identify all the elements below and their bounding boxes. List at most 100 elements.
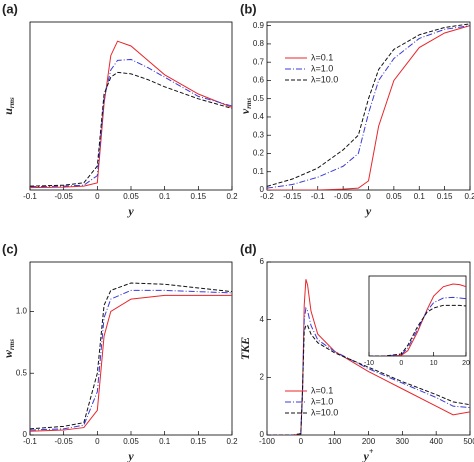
series-line — [30, 58, 232, 188]
y-axis-label-sub: rms — [8, 339, 16, 350]
x-axis-label: y — [126, 204, 134, 218]
x-tick-label: 100 — [328, 437, 342, 446]
x-tick-label: 0 — [299, 437, 304, 446]
y-axis-label-sub: rms — [8, 97, 16, 108]
x-tick-label: -0.2 — [260, 192, 274, 201]
y-tick-label: 0.1 — [253, 167, 265, 176]
panel-label: (b) — [240, 1, 257, 16]
series-line — [369, 304, 466, 356]
y-tick-label: 0.5 — [253, 94, 265, 103]
x-tick-label: 400 — [429, 437, 443, 446]
series-line — [267, 25, 470, 189]
x-tick-label: 500 — [463, 437, 474, 446]
x-tick-label: -10 — [364, 360, 374, 367]
y-axis-label-main: w — [1, 349, 15, 358]
y-axis-label-main: u — [1, 108, 15, 115]
y-axis-label: TKE — [238, 337, 252, 360]
legend-label: λ=10.0 — [311, 74, 338, 84]
x-tick-label: 0.05 — [123, 437, 139, 446]
y-axis-label-sub: rms — [245, 98, 253, 109]
x-tick-label: 0 — [95, 437, 100, 446]
x-tick-label: 0.1 — [414, 192, 426, 201]
x-axis-label-main: y — [364, 204, 372, 218]
panel: -0.2 -0.15 -0.1 -0.05 0 0.05 0.1 0.15 0.2 0 0.1 0.2… — [238, 1, 474, 217]
x-tick-label: 10 — [430, 360, 438, 367]
y-tick-label: 0.3 — [253, 130, 265, 139]
y-tick-label: 0.7 — [253, 57, 265, 66]
plot-frame — [368, 275, 467, 357]
x-tick-label: 0.1 — [159, 437, 171, 446]
legend-label: λ=10.0 — [311, 407, 338, 417]
y-tick-label: 0 — [260, 185, 265, 194]
panel: -0.1 -0.05 0 0.05 0.1 0.15 0.2 0 0.5 1.0 (c) y wrms — [1, 241, 238, 462]
y-tick-label: 4 — [260, 315, 265, 324]
x-tick-label: 300 — [396, 437, 410, 446]
x-tick-label: -0.05 — [55, 437, 74, 446]
x-axis-label-main: y — [126, 204, 134, 218]
x-tick-label: 0.05 — [386, 192, 402, 201]
legend-label: λ=0.1 — [311, 385, 333, 395]
series-line — [267, 25, 470, 190]
y-axis-label: urms — [1, 97, 16, 115]
x-tick-label: 20 — [462, 360, 470, 367]
x-axis-label-main: y — [362, 449, 370, 462]
series-line — [30, 294, 232, 432]
x-tick-label: -100 — [259, 437, 276, 446]
x-tick-label: -0.1 — [311, 192, 325, 201]
y-tick-label: 0.2 — [253, 149, 265, 158]
x-axis-label: y — [364, 204, 372, 218]
y-tick-label: 0 — [260, 430, 265, 439]
y-axis-label: wrms — [1, 339, 16, 358]
x-tick-label: 0.05 — [123, 192, 139, 201]
series-line — [267, 23, 470, 187]
x-tick-label: 0.2 — [464, 192, 474, 201]
y-tick-label: 1.0 — [16, 307, 28, 316]
panel-label: (a) — [2, 1, 18, 16]
x-tick-label: -0.05 — [55, 192, 74, 201]
y-axis-label: vrms — [238, 98, 253, 114]
x-tick-label: 0.2 — [226, 192, 238, 201]
plot-frame — [266, 21, 471, 191]
panel: -0.1 -0.05 0 0.05 0.1 0.15 0.2 (a) y urms — [1, 1, 238, 217]
y-tick-label: 0 — [23, 430, 28, 439]
series-line — [30, 282, 232, 430]
x-tick-label: 0.1 — [159, 192, 171, 201]
x-tick-label: -0.1 — [23, 437, 37, 446]
x-axis-label: y — [126, 449, 134, 462]
x-axis-label-sup: + — [369, 447, 374, 456]
y-tick-label: 0.8 — [253, 39, 265, 48]
x-tick-label: 0.15 — [191, 192, 207, 201]
legend-label: λ=1.0 — [311, 63, 333, 73]
x-axis-label: y+ — [362, 447, 374, 462]
x-tick-label: -0.1 — [23, 192, 37, 201]
y-tick-label: 0.4 — [253, 112, 265, 121]
y-tick-label: 2 — [260, 372, 265, 381]
x-tick-label: -0.05 — [334, 192, 353, 201]
y-tick-label: 6 — [260, 257, 265, 266]
y-axis-label-main: TKE — [238, 337, 252, 360]
x-tick-label: 0.2 — [226, 437, 238, 446]
series-line — [267, 324, 470, 435]
x-tick-label: -0.15 — [283, 192, 302, 201]
x-tick-label: 0 — [399, 360, 403, 367]
y-tick-label: 0.9 — [253, 21, 265, 30]
series-line — [30, 71, 232, 187]
legend-label: λ=1.0 — [311, 396, 333, 406]
series-line — [30, 40, 232, 189]
series-line — [267, 306, 470, 435]
y-axis-label-main: v — [238, 108, 252, 114]
legend-label: λ=0.1 — [311, 52, 333, 62]
x-axis-label-main: y — [126, 449, 134, 462]
x-tick-label: 200 — [362, 437, 376, 446]
y-tick-label: 0.5 — [16, 368, 28, 377]
plot-frame — [29, 21, 233, 191]
x-tick-label: 0 — [95, 192, 100, 201]
series-line — [30, 289, 232, 431]
panel-label: (d) — [240, 241, 257, 256]
x-tick-label: 0.15 — [437, 192, 453, 201]
x-tick-label: 0 — [366, 192, 371, 201]
x-tick-label: 0.15 — [191, 437, 207, 446]
panel: -10 0 10 20 — [364, 275, 470, 367]
y-tick-label: 0.6 — [253, 76, 265, 85]
